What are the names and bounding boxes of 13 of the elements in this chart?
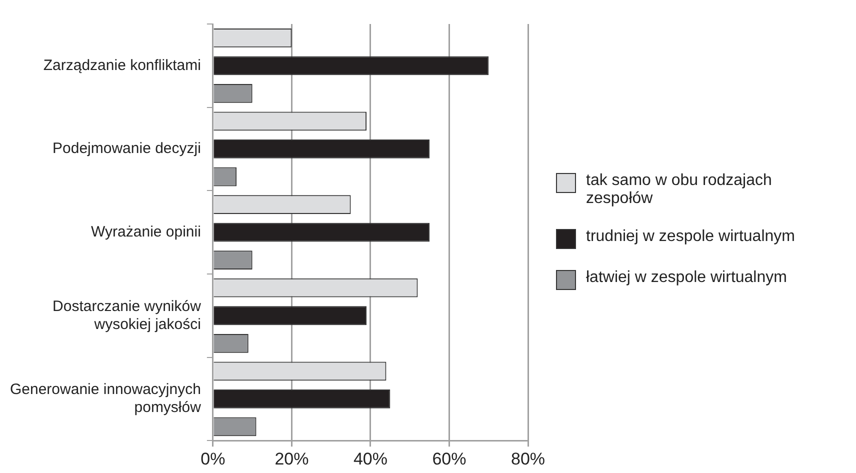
y-tick-label: Generowanie innowacyjnych pomysłów [10,381,202,416]
x-tick-label: 40% [353,449,388,468]
legend-label: trudniej w zespole wirtualnym [586,228,795,246]
y-tick-label: Wyrażanie opinii [91,223,201,240]
y-tick-label: Podejmowanie decyzji [52,140,201,158]
y-tick-label: Dostarczanie wyników wysokiej jakości [52,298,202,333]
legend-label: łatwiej w zespole wirtualnym [586,269,787,287]
x-tick-label: 60% [432,449,466,468]
y-tick-label: Zarządzanie konfliktami [43,56,201,74]
x-tick-label: 0% [200,449,226,468]
legend-label: tak samo w obu rodzajach zespołów [586,172,773,208]
x-tick-label: 20% [274,449,309,468]
x-tick-label: 80% [510,449,546,468]
